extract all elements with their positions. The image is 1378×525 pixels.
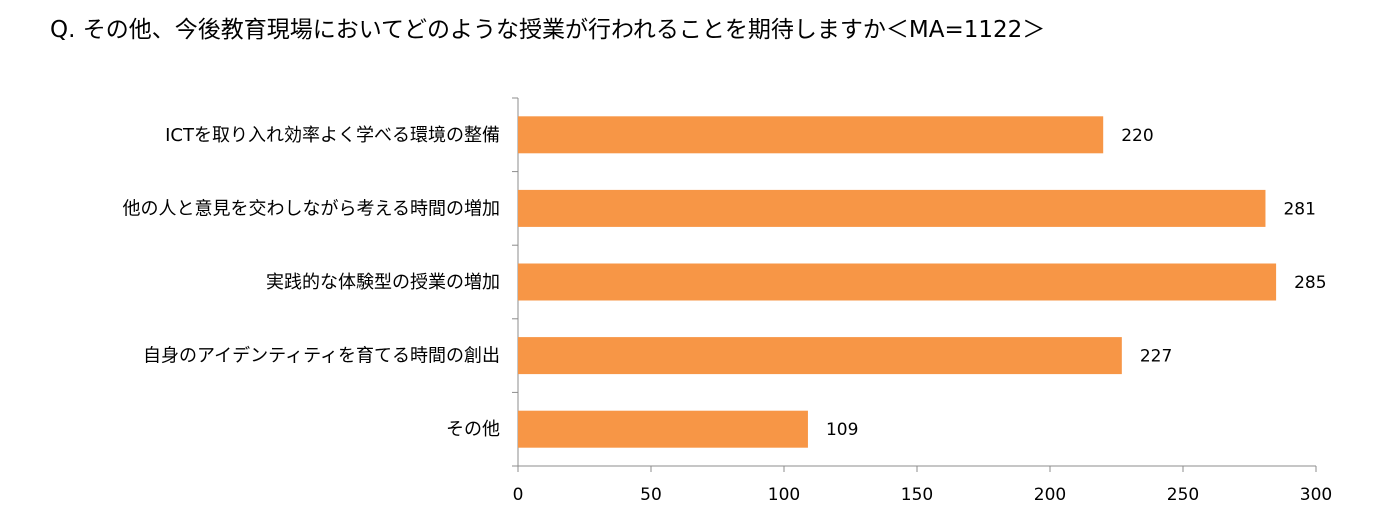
data-label: 281 [1283, 199, 1315, 219]
category-label: その他 [446, 419, 500, 440]
labels: 0 50 100 150 200 250 300 ICTを取り入れ効率よく学べる環境の整備 22… [123, 125, 1333, 505]
category-label: 実践的な体験型の授業の増加 [266, 272, 500, 293]
data-label: 109 [826, 420, 858, 440]
category-label: ICTを取り入れ効率よく学べる環境の整備 [165, 125, 500, 146]
data-label: 220 [1121, 126, 1153, 146]
x-tick-label: 150 [901, 485, 933, 505]
bar [518, 263, 1277, 301]
bar [518, 189, 1266, 227]
x-tick-label: 300 [1300, 485, 1332, 505]
data-label: 285 [1294, 273, 1326, 293]
x-tick-label: 200 [1034, 485, 1066, 505]
bars [518, 116, 1277, 448]
category-label: 自身のアイデンティティを育てる時間の創出 [143, 346, 500, 367]
bar [518, 410, 808, 448]
bar [518, 116, 1104, 154]
x-tick-label: 250 [1167, 485, 1199, 505]
chart-title: Q. その他、今後教育現場においてどのような授業が行われることを期待しますか＜M… [50, 17, 1046, 43]
data-label: 227 [1140, 347, 1172, 367]
x-tick-label: 0 [513, 485, 524, 505]
x-tick-label: 100 [768, 485, 800, 505]
category-label: 他の人と意見を交わしながら考える時間の増加 [123, 198, 500, 219]
axes [512, 97, 1317, 472]
x-tick-label: 50 [640, 485, 662, 505]
bar [518, 337, 1122, 375]
